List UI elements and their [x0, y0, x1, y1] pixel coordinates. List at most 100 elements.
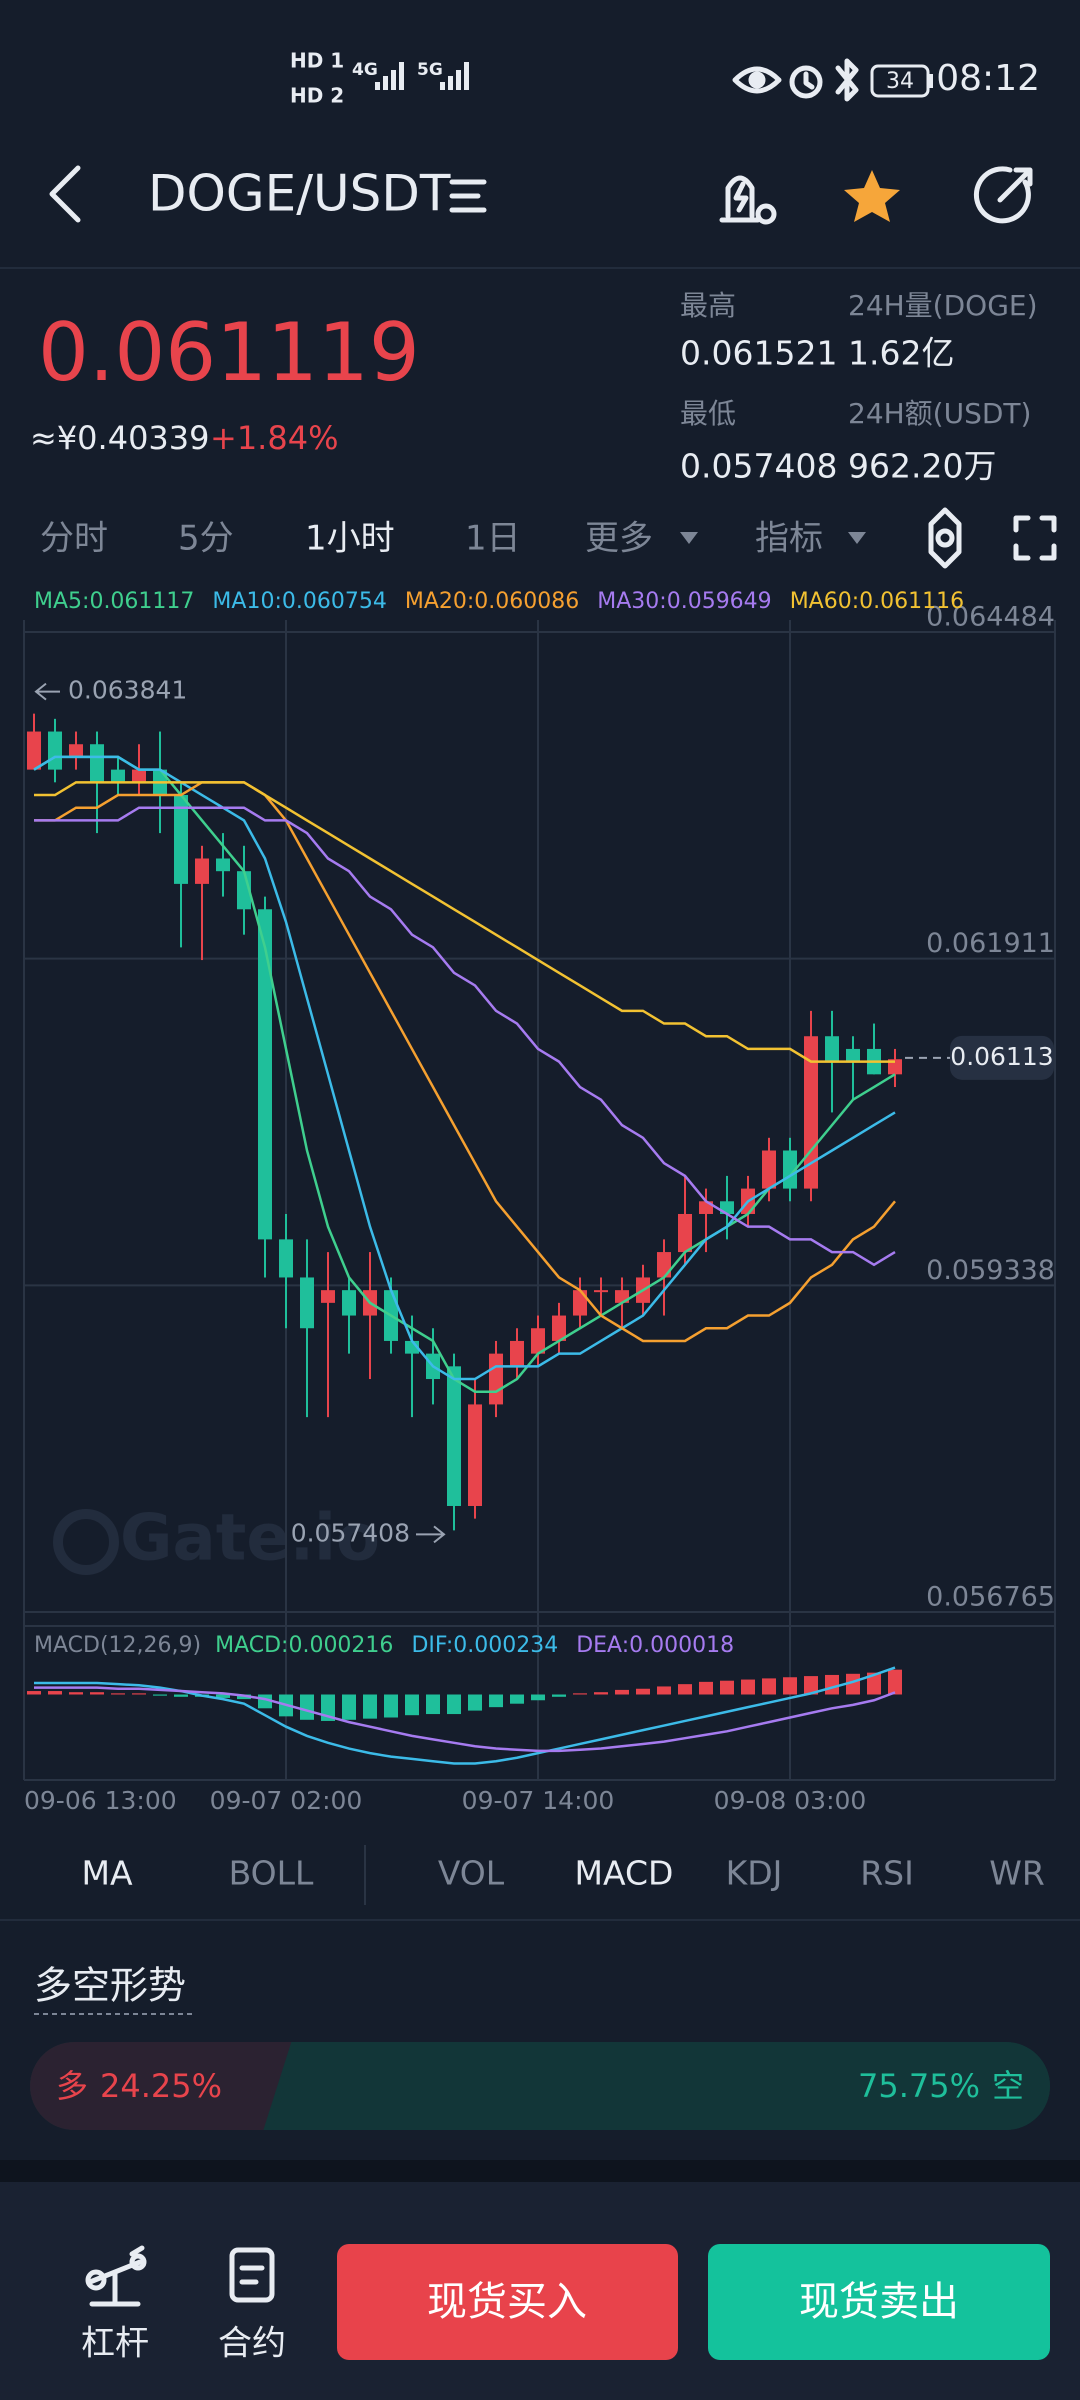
cny-price: ≈¥0.40339: [30, 419, 210, 457]
candle-body: [216, 858, 230, 872]
candle-body: [174, 795, 188, 884]
timeframe-tab[interactable]: 5分: [178, 519, 234, 559]
short-value: 75.75%: [858, 2067, 980, 2105]
change-percent: +1.84%: [210, 419, 338, 457]
last-price-label: 0.06113: [950, 1042, 1053, 1071]
macd-bar: [27, 1691, 41, 1695]
stat-label: 最低: [680, 397, 736, 430]
stat-value: 962.20万: [848, 447, 996, 486]
sell-button-label[interactable]: 现货卖出: [799, 2279, 959, 2325]
x-tick-label: 09-07 02:00: [210, 1786, 363, 1815]
watermark-logo: [53, 1509, 119, 1575]
network-label: HD 1: [290, 49, 344, 73]
contract-icon[interactable]: [229, 2247, 275, 2303]
macd-bar: [678, 1684, 692, 1695]
battery-icon: [870, 64, 930, 98]
candle-body: [132, 769, 146, 783]
timeframe-tab[interactable]: 更多: [585, 519, 653, 559]
macd-bar: [636, 1688, 650, 1695]
settings-icon-dot: [935, 528, 955, 548]
indicator-tab[interactable]: BOLL: [229, 1854, 314, 1893]
timeframe-tab[interactable]: 1日: [465, 519, 521, 559]
legend-entry: MA60:0.061116: [790, 589, 964, 614]
x-tick-label: 09-08 03:00: [714, 1786, 867, 1815]
macd-bar: [405, 1694, 419, 1716]
macd-bar: [489, 1694, 503, 1708]
macd-bar: [846, 1673, 860, 1695]
candle-body: [804, 1036, 818, 1189]
fullscreen-icon[interactable]: [1013, 515, 1057, 561]
ma-line: [34, 806, 896, 1267]
macd-bar: [216, 1694, 230, 1698]
favorite-star[interactable]: [844, 170, 900, 222]
candle-body: [447, 1366, 461, 1506]
arrow: [416, 1525, 446, 1544]
pair-title[interactable]: DOGE/USDT: [148, 165, 451, 223]
indicator-tab[interactable]: VOL: [438, 1854, 505, 1893]
y-tick-label: 0.059338: [926, 1255, 1055, 1286]
candle-body: [531, 1328, 545, 1354]
ma-line: [33, 755, 896, 1381]
indicator-tab[interactable]: MA: [81, 1854, 132, 1893]
high-label: 0.063841: [68, 676, 187, 705]
timeframe-tab[interactable]: 1小时: [305, 519, 395, 559]
nav-label[interactable]: 杠杆: [81, 2324, 149, 2364]
timeframe-tab[interactable]: 分时: [40, 519, 108, 559]
candle-body: [762, 1150, 776, 1189]
settings-icon[interactable]: [928, 507, 962, 569]
candle-body: [195, 858, 209, 884]
short-share: [271, 2042, 1051, 2130]
dropdown-arrow: [848, 532, 866, 544]
signal-icon: [375, 62, 469, 90]
candle-body: [69, 744, 83, 757]
ma-line: [34, 781, 896, 1343]
legend-entry: DEA:0.000018: [576, 1633, 734, 1658]
macd-bar: [825, 1674, 839, 1695]
candle-body: [321, 1290, 335, 1303]
candle-body: [111, 769, 125, 783]
pair-menu-icon[interactable]: [449, 179, 487, 213]
candle-body: [489, 1353, 503, 1405]
ticker: 0.061119 ≈¥0.40339 +1.84% 最高 0.061521 24…: [30, 289, 1038, 486]
alert-icon[interactable]: [719, 175, 777, 225]
macd-title: MACD(12,26,9): [34, 1633, 201, 1658]
macd-bar: [804, 1676, 818, 1695]
leverage-icon[interactable]: [85, 2245, 147, 2307]
share-icon[interactable]: [973, 166, 1033, 224]
macd-bar: [573, 1693, 587, 1695]
macd-bar: [300, 1694, 314, 1720]
indicator-tab[interactable]: WR: [989, 1854, 1045, 1893]
network-label: 5G: [417, 60, 443, 80]
indicator-tab[interactable]: KDJ: [726, 1854, 783, 1893]
bottom-gap: [0, 2160, 1080, 2182]
nav-label[interactable]: 合约: [218, 2324, 286, 2364]
indicator-tab[interactable]: MACD: [575, 1854, 674, 1893]
indicator-tab[interactable]: RSI: [860, 1854, 914, 1893]
legend-entry: MA20:0.060086: [405, 589, 579, 614]
timeframe-tab[interactable]: 指标: [755, 519, 823, 559]
macd-bar: [111, 1693, 125, 1695]
indicator-tabs: MA BOLL VOL MACD KDJ RSI WR: [0, 1845, 1080, 1921]
stat-label: 24H额(USDT): [848, 397, 1031, 430]
legend-entry: DIF:0.000234: [411, 1633, 558, 1658]
macd-bar: [510, 1694, 524, 1704]
macd-bar: [615, 1689, 629, 1695]
buy-button[interactable]: [337, 2244, 678, 2360]
network-label: HD 2: [290, 84, 344, 108]
back-button[interactable]: [49, 165, 81, 223]
buy-button-label[interactable]: 现货买入: [427, 2279, 587, 2325]
stat-value: 0.061521: [680, 334, 837, 373]
macd-bar: [699, 1681, 713, 1695]
status-icons: [732, 58, 859, 102]
candle-body: [342, 1290, 356, 1316]
macd-bar: [90, 1692, 104, 1695]
sell-button[interactable]: [708, 2244, 1050, 2360]
macd-bar: [531, 1694, 545, 1701]
macd-bar: [426, 1694, 440, 1715]
clock: 08:12: [936, 58, 1040, 99]
y-tick-label: 0.056765: [926, 1582, 1055, 1613]
macd-bar: [468, 1694, 482, 1711]
candle-body: [300, 1277, 314, 1329]
